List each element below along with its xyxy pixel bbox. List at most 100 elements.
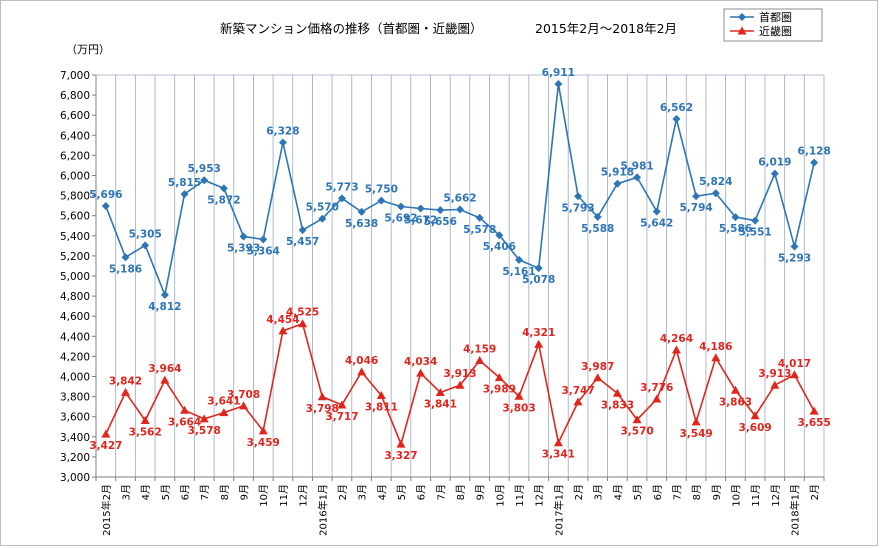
- data-label: 5,186: [109, 263, 142, 275]
- data-label: 5,305: [129, 228, 162, 240]
- chart-title: 新築マンション価格の推移（首都圏・近畿圏）: [220, 21, 483, 36]
- x-tick-label: 8月: [691, 484, 703, 500]
- data-point: [141, 241, 150, 250]
- data-point: [672, 115, 681, 124]
- x-tick-label: 11月: [750, 484, 762, 507]
- data-point: [770, 169, 779, 178]
- x-tick-label: 9月: [711, 484, 723, 500]
- series-layer: [101, 79, 819, 448]
- chart-period: 2015年2月～2018年2月: [535, 21, 677, 36]
- data-label: 5,161: [502, 266, 535, 278]
- x-tick-label: 7月: [199, 484, 211, 500]
- y-tick-label: 4,000: [60, 372, 90, 384]
- data-label: 3,987: [581, 361, 614, 373]
- x-tick-label: 2月: [573, 484, 585, 500]
- data-point: [515, 255, 524, 264]
- data-point: [258, 426, 268, 435]
- data-point: [376, 390, 386, 399]
- data-point: [396, 439, 406, 448]
- y-tick-label: 3,200: [60, 452, 90, 464]
- data-label: 3,833: [601, 399, 634, 411]
- data-label: 5,815: [168, 177, 201, 189]
- data-label: 4,046: [345, 355, 378, 367]
- x-tick-label: 2017年1月: [552, 484, 565, 536]
- data-label: 6,911: [542, 67, 575, 79]
- data-label: 5,406: [483, 241, 516, 253]
- data-label: 3,664: [168, 416, 201, 428]
- data-point: [180, 405, 190, 414]
- data-point: [239, 401, 249, 410]
- plot-area: [96, 75, 824, 477]
- x-tick-label: 3月: [593, 484, 605, 500]
- data-point: [436, 206, 445, 215]
- y-tick-label: 6,800: [60, 90, 90, 102]
- data-label: 3,776: [640, 382, 673, 394]
- data-label: 5,586: [719, 223, 752, 235]
- x-tick-label: 8月: [219, 484, 231, 500]
- data-label: 3,841: [424, 398, 457, 410]
- data-label: 5,638: [345, 218, 378, 230]
- data-point: [553, 438, 563, 447]
- data-point: [730, 385, 740, 394]
- data-point: [810, 158, 819, 167]
- data-label: 4,264: [660, 333, 693, 345]
- data-label: 3,747: [561, 385, 594, 397]
- data-label: 6,562: [660, 102, 693, 114]
- data-label: 3,811: [365, 401, 398, 413]
- x-tick-label: 6月: [652, 484, 664, 500]
- y-tick-label: 5,400: [60, 231, 90, 243]
- data-label: 6,328: [266, 126, 299, 138]
- data-label: 3,459: [247, 437, 280, 449]
- data-point: [219, 408, 229, 417]
- data-point: [416, 368, 426, 377]
- x-tick-label: 4月: [376, 484, 388, 500]
- x-tick-label: 4月: [612, 484, 624, 500]
- legend-box: [723, 8, 823, 42]
- y-tick-label: 6,400: [60, 130, 90, 142]
- data-label: 3,708: [227, 389, 260, 401]
- data-point: [574, 192, 583, 201]
- data-point: [140, 416, 150, 425]
- y-tick-label: 4,600: [60, 311, 90, 323]
- data-point: [809, 406, 819, 415]
- data-point: [534, 264, 543, 273]
- data-label: 5,672: [404, 214, 437, 226]
- x-tick-label: 12月: [298, 484, 310, 507]
- data-label: 4,321: [522, 327, 555, 339]
- data-point: [593, 373, 603, 382]
- axes: 3,000 3,200 3,400 3,600 3,800 4,000 4,200 4,400…: [60, 70, 825, 536]
- data-point: [317, 392, 327, 401]
- data-label: 5,457: [286, 236, 319, 248]
- data-label: 5,773: [325, 181, 358, 193]
- data-label: 5,750: [365, 184, 398, 196]
- data-point: [790, 242, 799, 251]
- y-tick-label: 3,600: [60, 412, 90, 424]
- data-label: 5,662: [443, 192, 476, 204]
- data-point: [495, 231, 504, 240]
- legend-label: 近畿圏: [759, 24, 792, 38]
- data-point: [101, 202, 110, 211]
- data-point: [239, 232, 248, 241]
- data-label: 3,964: [148, 363, 181, 375]
- data-label: 5,953: [188, 163, 221, 175]
- data-point: [278, 326, 288, 335]
- data-label: 4,454: [266, 314, 299, 326]
- data-label: 6,019: [758, 157, 791, 169]
- x-tick-label: 2018年1月: [788, 484, 801, 536]
- data-label: 3,913: [758, 368, 791, 380]
- x-tick-label: 10月: [730, 484, 742, 507]
- data-label: 5,872: [207, 194, 240, 206]
- data-point: [612, 388, 622, 397]
- data-point: [770, 380, 780, 389]
- y-tick-label: 3,800: [60, 392, 90, 404]
- data-label: 5,793: [561, 202, 594, 214]
- data-label: 6,128: [798, 146, 831, 158]
- data-point: [318, 214, 327, 223]
- data-point: [691, 417, 701, 426]
- data-point: [199, 414, 209, 423]
- data-label: 3,717: [325, 411, 358, 423]
- data-point: [121, 253, 130, 262]
- x-tick-label: 7月: [671, 484, 683, 500]
- data-label: 3,655: [798, 417, 831, 429]
